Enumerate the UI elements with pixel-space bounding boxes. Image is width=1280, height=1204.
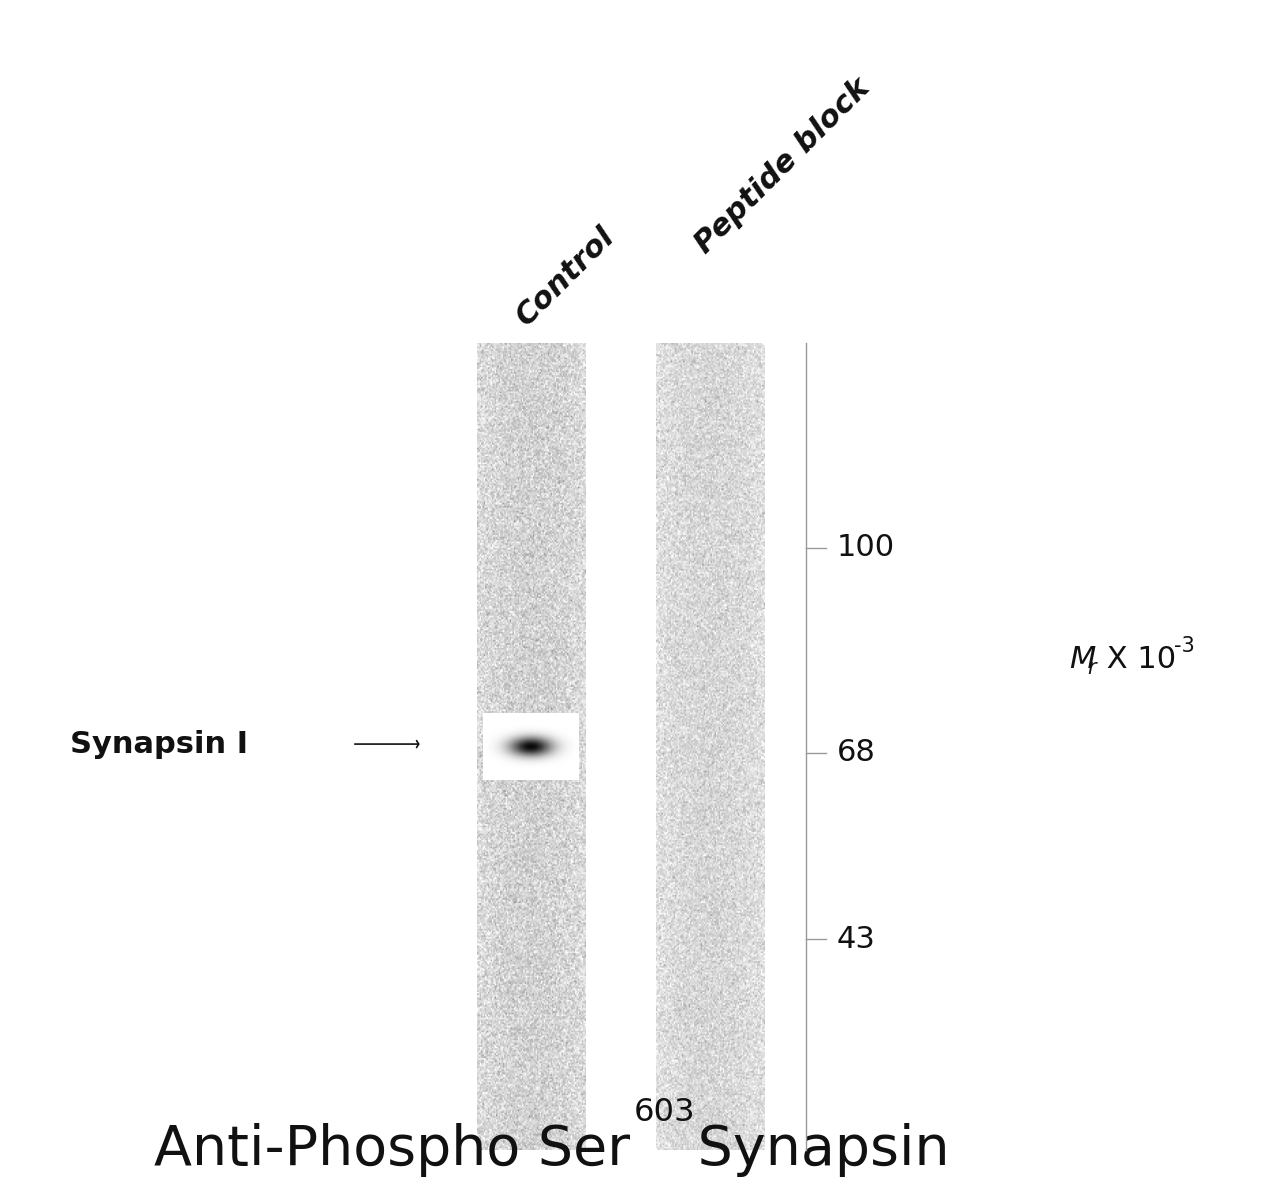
Text: Peptide block: Peptide block [690, 73, 876, 259]
Text: Anti-Phospho Ser: Anti-Phospho Ser [154, 1123, 630, 1176]
Text: 43: 43 [836, 925, 876, 954]
Text: 100: 100 [836, 533, 895, 562]
Text: Synapsin I: Synapsin I [70, 730, 248, 759]
Text: M: M [1069, 645, 1096, 674]
Text: r: r [1087, 657, 1096, 678]
Text: Synapsin: Synapsin [680, 1123, 950, 1176]
Text: -3: -3 [1174, 636, 1194, 656]
Text: 68: 68 [836, 738, 876, 767]
Text: Control: Control [511, 222, 621, 331]
Text: X 10: X 10 [1097, 645, 1176, 674]
Text: 603: 603 [634, 1097, 695, 1128]
